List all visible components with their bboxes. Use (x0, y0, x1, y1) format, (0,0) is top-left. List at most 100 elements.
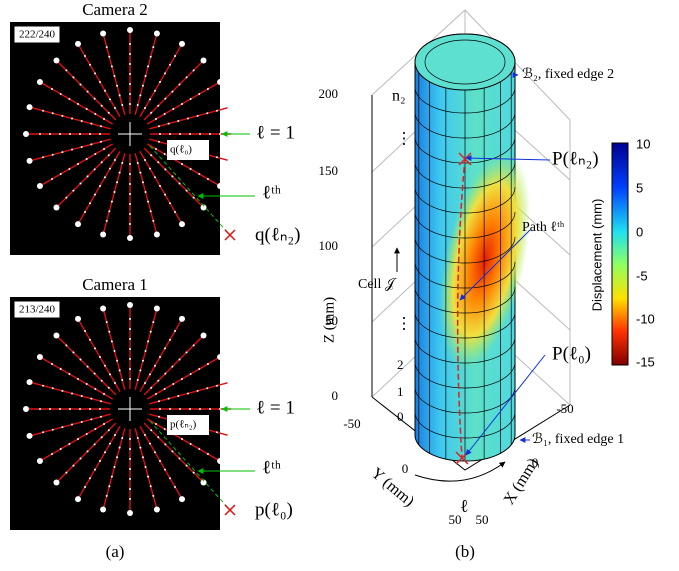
dot (79, 457, 82, 460)
dot (129, 213, 131, 215)
annotation: P(ℓ₀) (552, 343, 591, 364)
dot (42, 384, 45, 387)
end-dot (36, 354, 43, 360)
dot (116, 359, 119, 362)
ray (31, 138, 111, 162)
ray (146, 418, 219, 461)
dot (107, 429, 110, 432)
end-dot (100, 30, 107, 37)
dot (189, 98, 192, 100)
counter-box (13, 300, 61, 319)
dot (164, 168, 167, 171)
y-tick: 0 (402, 461, 409, 476)
dot (169, 202, 171, 205)
dot (157, 104, 160, 107)
dot (164, 72, 166, 75)
dot (108, 485, 111, 488)
dot (199, 133, 201, 135)
z-tick: 200 (319, 86, 339, 101)
ray (134, 35, 158, 115)
dot (174, 210, 176, 213)
dot (163, 388, 166, 390)
dot (129, 378, 131, 380)
end-dot (200, 57, 207, 64)
dot (129, 318, 131, 320)
dot (149, 442, 151, 445)
dot (159, 81, 161, 84)
dot (154, 176, 156, 179)
dot (154, 118, 157, 120)
dot (215, 109, 218, 112)
dot (206, 363, 209, 365)
end-dot (100, 231, 107, 238)
end-dot (153, 30, 160, 37)
end-dot (127, 235, 133, 241)
dot (51, 178, 54, 180)
dot (61, 151, 64, 154)
dot (59, 368, 62, 370)
dot (105, 46, 108, 49)
dot (79, 408, 81, 410)
label: q(ℓₙ₂) (255, 224, 300, 245)
dot (94, 347, 96, 350)
end-dot (227, 432, 234, 439)
dot (77, 378, 80, 380)
dot (89, 202, 91, 205)
ray (102, 153, 126, 233)
colorbar-tick: 0 (636, 224, 643, 239)
floor-axes (371, 396, 571, 471)
panel-b: 0 50 100 150 200 -50 0 50 -50 0 50 Z (mm… (319, 9, 655, 561)
dot (77, 103, 80, 105)
dot (51, 112, 54, 115)
ray (134, 428, 158, 508)
dot (129, 203, 131, 205)
dot (186, 117, 189, 120)
end-dot (227, 379, 234, 386)
label: p(ℓₙ₂) (170, 419, 197, 431)
cylinder-top (414, 33, 516, 91)
ray (134, 310, 158, 390)
dot (178, 457, 181, 460)
dot (59, 173, 62, 175)
dot (129, 488, 131, 490)
dot (59, 93, 62, 95)
label: ℓᵗʰ (262, 182, 281, 203)
dot (68, 373, 71, 375)
dot (144, 465, 147, 468)
ray (78, 320, 121, 393)
dot (93, 443, 96, 446)
dot (100, 379, 103, 382)
end-dot (100, 305, 107, 312)
colorbar-tick: 5 (636, 180, 643, 195)
dot (144, 107, 146, 110)
ray (41, 143, 114, 186)
dot (114, 158, 116, 161)
center-cross (118, 122, 142, 146)
dot (110, 340, 113, 343)
dot (189, 168, 192, 170)
dot (42, 156, 45, 159)
dot (89, 338, 91, 341)
end-dot (75, 496, 81, 503)
dot (100, 161, 103, 164)
dot (174, 330, 176, 333)
dot (104, 364, 106, 367)
dot (189, 408, 191, 410)
dot (189, 443, 192, 445)
dot (154, 364, 156, 367)
dot (100, 400, 103, 403)
dot (215, 156, 218, 159)
dot (71, 148, 74, 151)
dot (80, 145, 83, 148)
dot (93, 168, 96, 171)
dot (61, 426, 64, 429)
dot (171, 450, 174, 453)
colorbar-tick: -5 (636, 268, 648, 283)
dot (171, 175, 174, 178)
dot (209, 133, 211, 135)
annotation: Cell 𝒥 (358, 277, 397, 292)
colorbar (611, 142, 629, 366)
ray (102, 428, 126, 508)
annotation: ℓ (460, 496, 469, 516)
end-dot (53, 479, 60, 486)
